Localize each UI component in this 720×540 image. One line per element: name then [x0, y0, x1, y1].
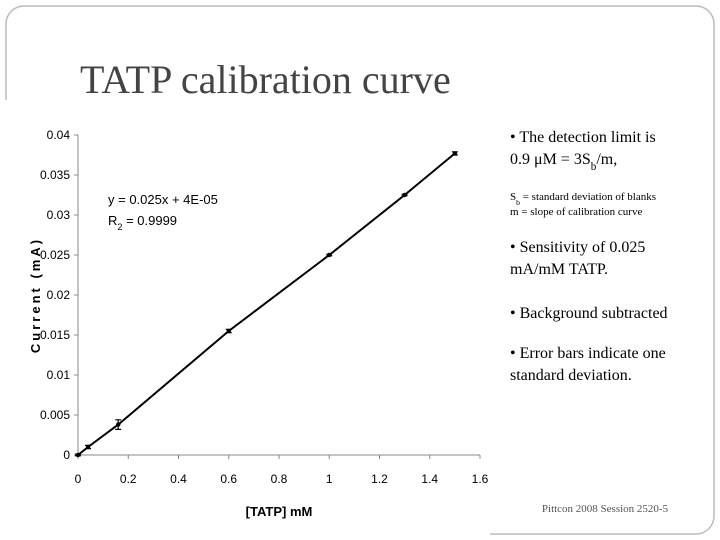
text-line: • Sensitivity of 0.025 — [510, 239, 645, 256]
data-point — [402, 192, 407, 198]
text-span: standard deviation. — [510, 367, 632, 384]
text-span: = standard deviation of blanks — [520, 191, 656, 203]
y-tick-label: 0 — [63, 448, 70, 462]
text-line: R2 = 0.9999 — [108, 213, 177, 232]
y-tick-label: 0.04 — [47, 128, 71, 142]
data-point — [116, 422, 121, 427]
text-span: S — [510, 191, 516, 203]
x-tick-label: 1.6 — [472, 472, 489, 486]
y-axis-label: Current (mA) — [28, 237, 43, 353]
y-tick-label: 0.02 — [47, 288, 71, 302]
text-span: = 0.9999 — [122, 213, 177, 228]
data-point — [226, 328, 231, 334]
text-span: y = 0.025x + 4E-05 — [108, 192, 218, 207]
y-tick-label: 0.01 — [47, 368, 71, 382]
text-span: mA/mM TATP. — [510, 261, 608, 278]
text-span: R — [108, 213, 117, 228]
y-tick-label: 0.015 — [40, 328, 70, 342]
text-line: 0.9 μM = 3Sb/m, — [510, 151, 617, 173]
text-line: • Error bars indicate one — [510, 345, 666, 362]
text-span: /m, — [596, 151, 617, 168]
text-line: mA/mM TATP. — [510, 261, 608, 278]
data-point — [75, 452, 81, 458]
y-tick-label: 0.025 — [40, 248, 70, 262]
y-tick-label: 0.035 — [40, 168, 70, 182]
x-tick-label: 0 — [75, 472, 82, 486]
text-line: y = 0.025x + 4E-05 — [108, 192, 218, 207]
data-point — [452, 151, 458, 156]
x-tick-label: 0.4 — [170, 472, 187, 486]
slide-title: TATP calibration curve — [80, 57, 451, 102]
text-span: 0.9 μM = 3S — [510, 151, 591, 168]
text-span: • The detection limit is — [510, 129, 656, 146]
text-span: m = slope of calibration curve — [510, 206, 642, 218]
x-tick-label: 0.8 — [271, 472, 288, 486]
x-tick-label: 0.2 — [120, 472, 137, 486]
x-tick-label: 1.2 — [371, 472, 388, 486]
y-tick-label: 0.03 — [47, 208, 71, 222]
text-span: • Background subtracted — [510, 305, 668, 322]
text-line: • The detection limit is — [510, 129, 656, 146]
data-point — [327, 252, 332, 258]
x-tick-label: 1 — [326, 472, 333, 486]
text-line: standard deviation. — [510, 367, 632, 384]
y-tick-label: 0.005 — [40, 408, 70, 422]
text-line: m = slope of calibration curve — [510, 206, 642, 218]
text-line: • Background subtracted — [510, 305, 668, 322]
text-line: Sb = standard deviation of blanks — [510, 191, 656, 207]
x-axis-label: [TATP] mM — [246, 504, 313, 519]
subscript: b — [516, 198, 520, 207]
data-point — [85, 444, 91, 450]
x-tick-label: 0.6 — [220, 472, 237, 486]
footer: Pittcon 2008 Session 2520-5 — [542, 503, 669, 515]
subscript: 2 — [117, 222, 122, 232]
x-tick-label: 1.4 — [421, 472, 438, 486]
text-span: • Error bars indicate one — [510, 345, 666, 362]
subscript: b — [591, 161, 597, 173]
text-span: • Sensitivity of 0.025 — [510, 239, 645, 256]
